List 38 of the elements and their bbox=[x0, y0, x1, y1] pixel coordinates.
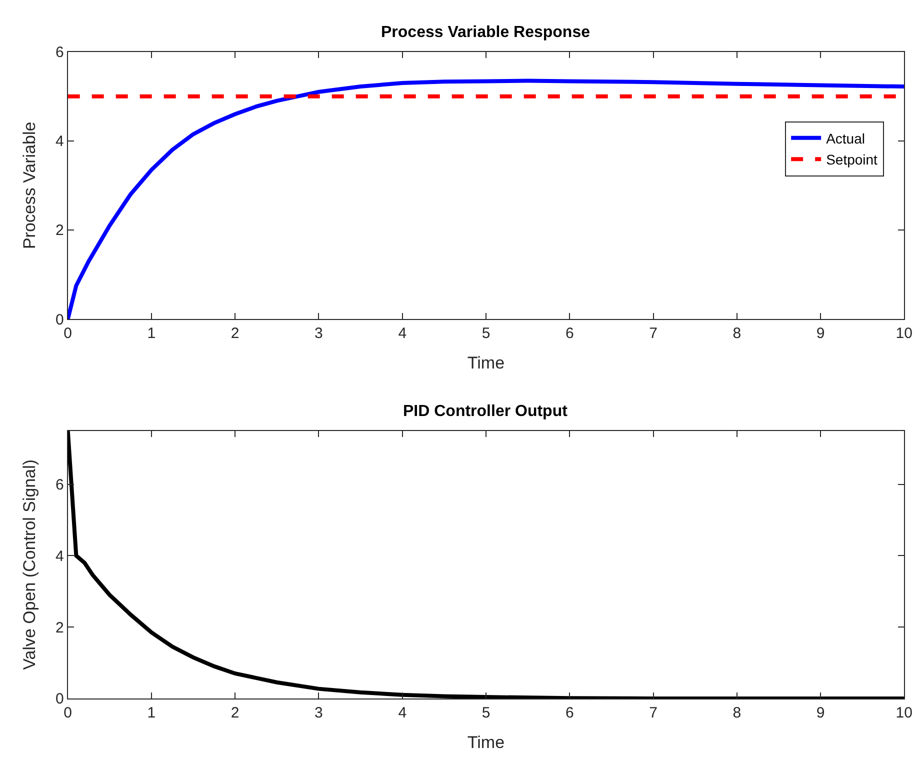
x-tick-label: 10 bbox=[896, 704, 912, 722]
y-tick-label: 4 bbox=[55, 548, 64, 565]
x-tick-label: 7 bbox=[649, 325, 658, 342]
x-tick-label: 10 bbox=[896, 325, 912, 342]
x-tick-label: 5 bbox=[482, 704, 490, 722]
x-tick-label: 7 bbox=[649, 704, 658, 722]
x-tick-label: 4 bbox=[398, 704, 407, 722]
chart-title: Process Variable Response bbox=[381, 24, 590, 41]
y-tick-label: 2 bbox=[55, 619, 64, 636]
chart-title: PID Controller Output bbox=[403, 403, 568, 420]
x-tick-label: 9 bbox=[816, 704, 825, 722]
x-tick-label: 4 bbox=[398, 325, 407, 342]
x-tick-label: 1 bbox=[147, 325, 156, 342]
x-axis-title: Time bbox=[467, 732, 505, 752]
legend-label: Actual bbox=[826, 130, 865, 146]
x-tick-label: 3 bbox=[314, 325, 323, 342]
y-axis-title: Valve Open (Control Signal) bbox=[20, 459, 40, 670]
y-tick-label: 0 bbox=[55, 311, 64, 328]
x-tick-label: 2 bbox=[230, 704, 240, 722]
x-tick-label: 9 bbox=[816, 325, 825, 342]
x-tick-label: 3 bbox=[314, 704, 323, 722]
y-axis-title: Process Variable bbox=[20, 122, 40, 250]
y-tick-label: 2 bbox=[55, 222, 64, 240]
line-series bbox=[68, 430, 904, 698]
x-tick-label: 6 bbox=[565, 325, 574, 342]
x-tick-label: 5 bbox=[482, 325, 490, 342]
x-axis-title: Time bbox=[467, 353, 505, 372]
x-tick-label: 2 bbox=[230, 325, 240, 342]
legend-label: Setpoint bbox=[826, 152, 878, 168]
line-series bbox=[68, 78, 904, 320]
x-tick-label: 6 bbox=[565, 704, 574, 722]
y-tick-label: 0 bbox=[55, 690, 64, 708]
x-tick-label: 8 bbox=[732, 325, 742, 342]
x-tick-label: 8 bbox=[732, 704, 742, 722]
y-tick-label: 4 bbox=[55, 133, 64, 150]
y-tick-label: 6 bbox=[55, 44, 64, 62]
x-tick-label: 1 bbox=[147, 704, 156, 722]
y-tick-label: 6 bbox=[55, 476, 64, 494]
